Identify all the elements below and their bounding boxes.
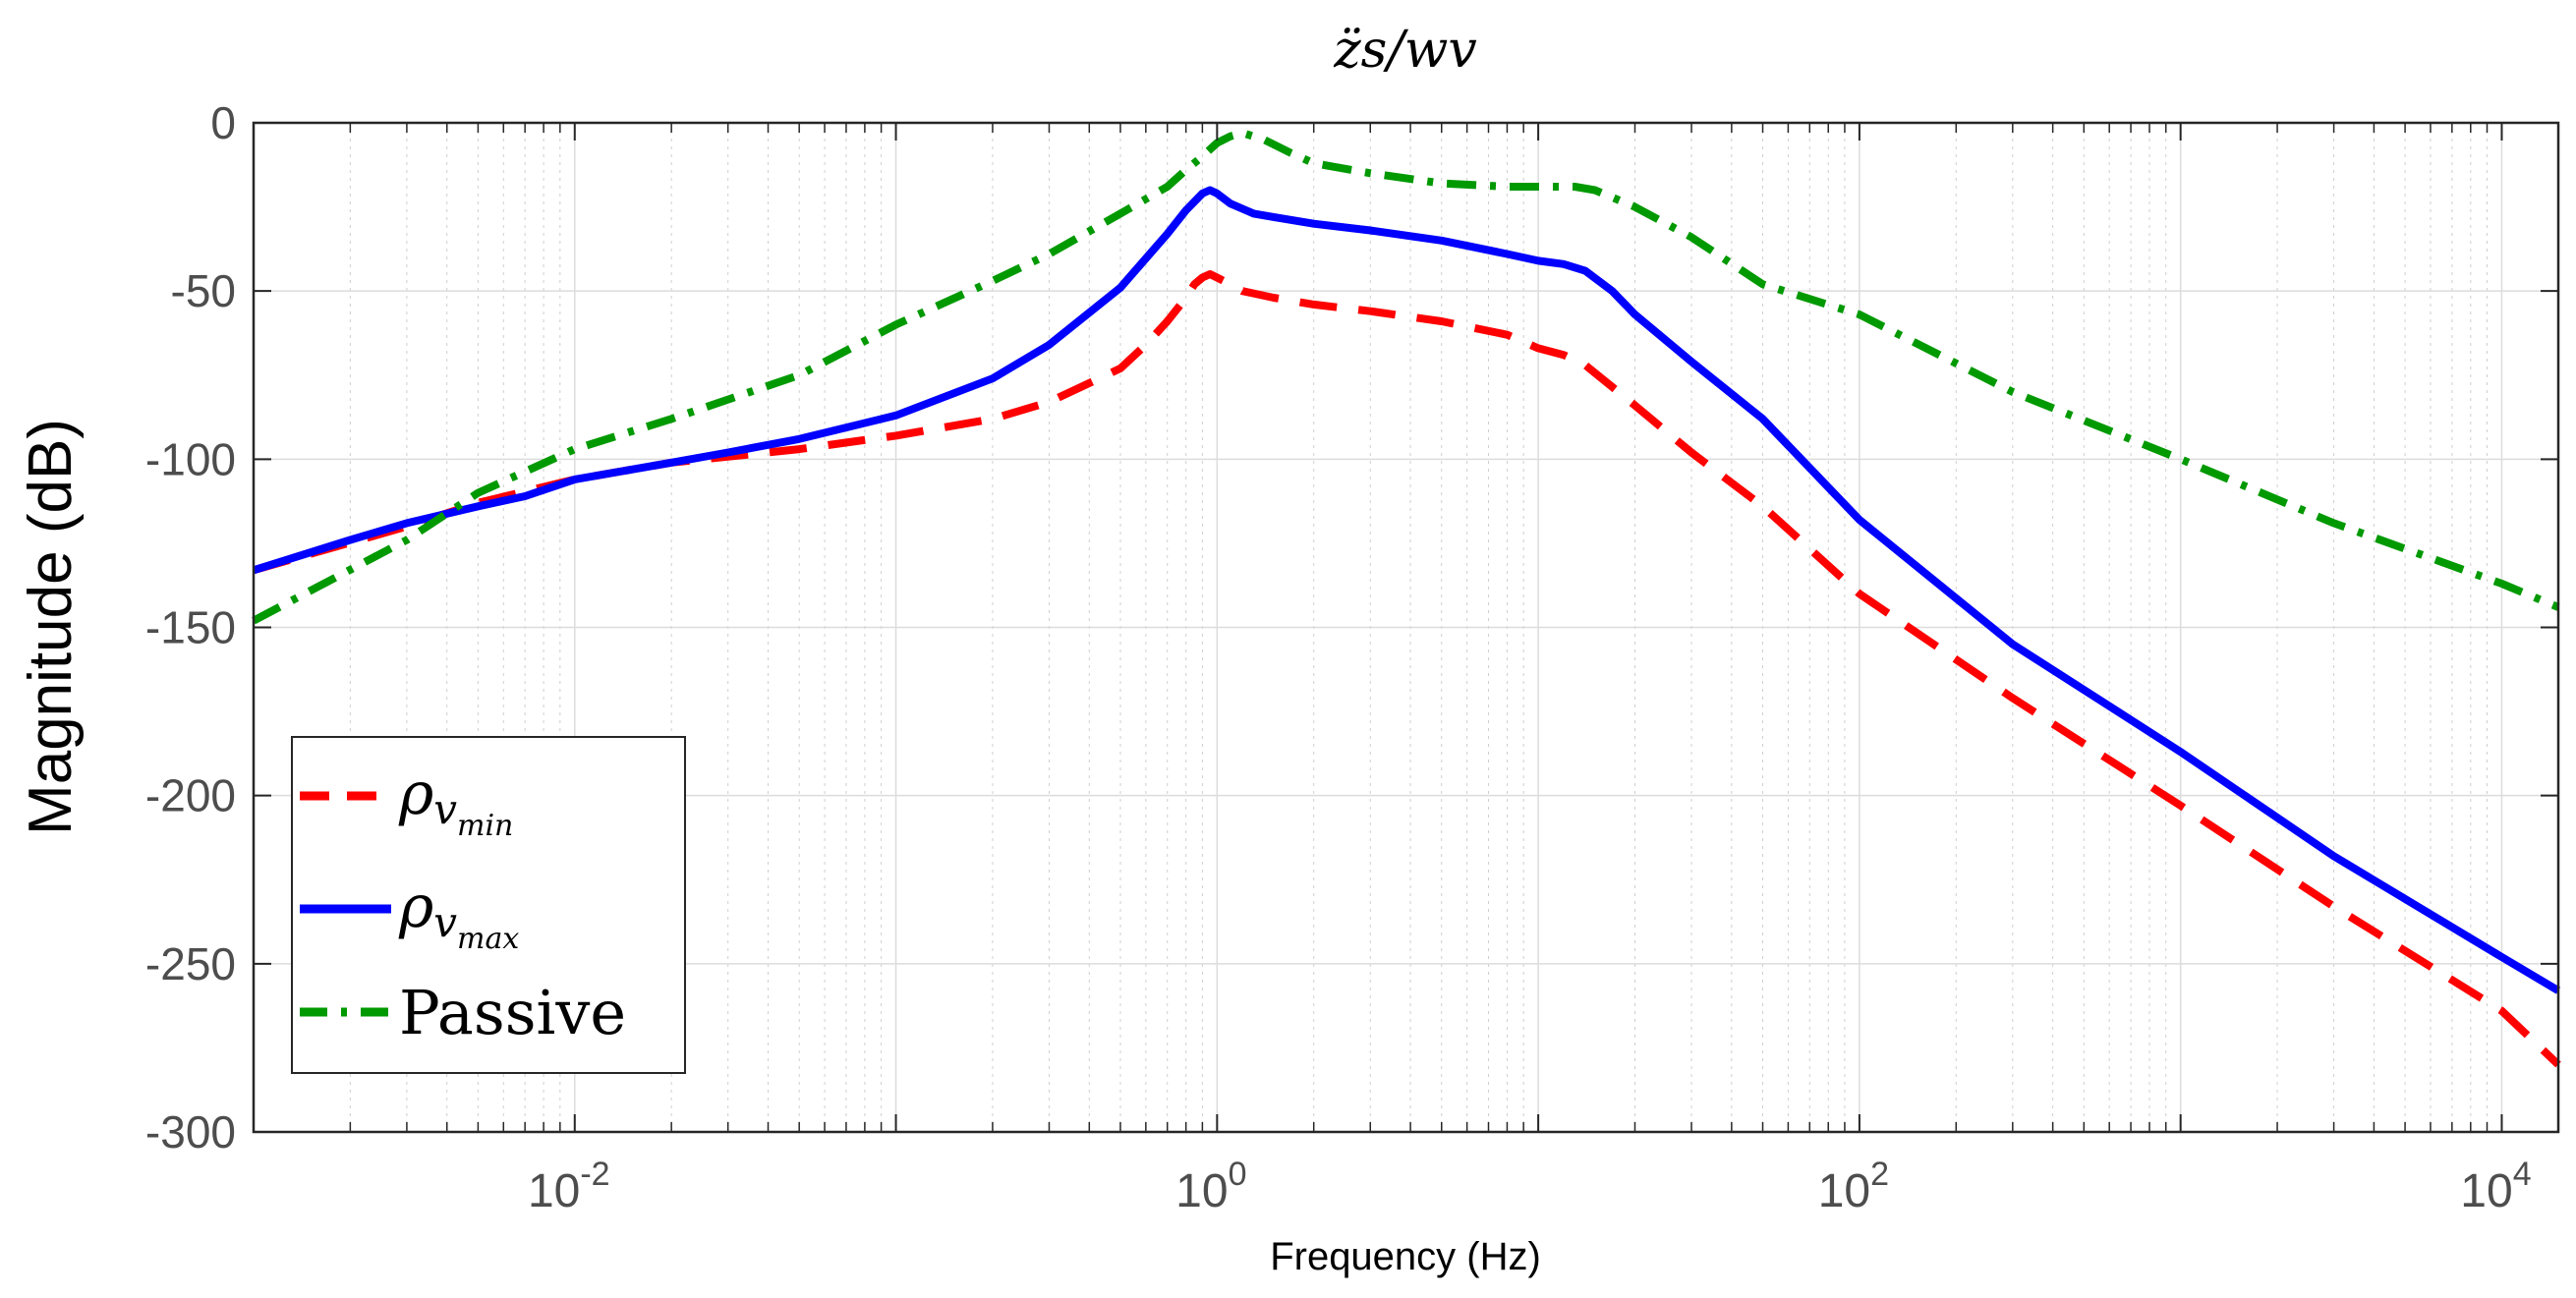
x-axis-label: Frequency (Hz) [1270,1235,1541,1278]
x-tick-label: 10-2 [528,1156,610,1217]
y-tick-label: -100 [145,433,236,484]
x-tick-label: 104 [2460,1156,2531,1217]
legend-label-passive: Passive [399,977,626,1048]
x-tick-label: 102 [1818,1156,1889,1217]
y-tick-label: -150 [145,602,236,653]
chart-title: z̈s/wv [1333,21,1477,80]
x-tick-label: 100 [1175,1156,1246,1217]
series-line-passive [252,129,2560,625]
y-tick-label: -250 [145,938,236,989]
x-tick-labels: 10-2 100 102 104 [528,1156,2532,1217]
y-tick-label: -300 [145,1106,236,1157]
series-line-rho-vmin [252,270,2561,1068]
y-tick-label: 0 [210,97,236,148]
y-tick-labels: 0 -50 -100 -150 -200 -250 -300 [145,97,236,1157]
y-tick-label: -200 [145,770,236,821]
legend-label-rho-vmin: ρvmin [398,760,513,843]
series-layer [252,129,2561,1068]
series-line-rho-vmax [252,186,2561,994]
y-tick-label: -50 [171,265,236,316]
y-axis-label: Magnitude (dB) [17,419,85,835]
legend-label-rho-vmax: ρvmax [398,873,519,956]
legend: ρvmin ρvmax Passive [291,736,686,1074]
tick-marks [253,122,2558,1133]
